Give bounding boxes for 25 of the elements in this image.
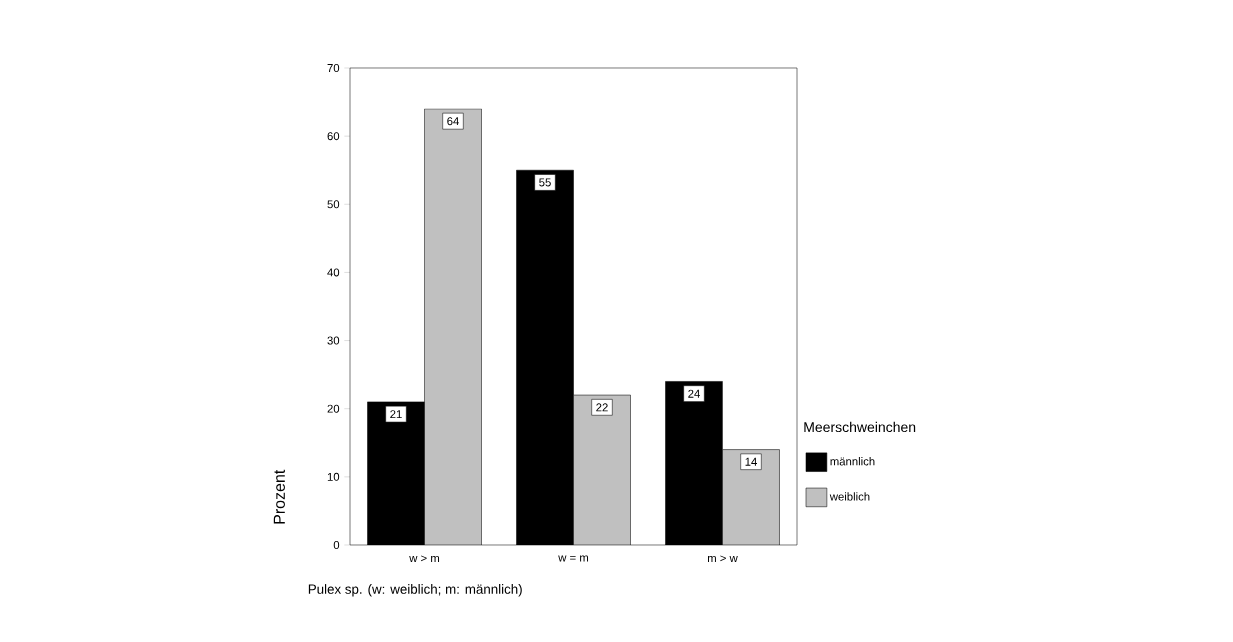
data-label: 64: [447, 117, 459, 126]
legend-label: weiblich: [829, 492, 870, 501]
y-tick-label: 70: [327, 63, 340, 72]
y-tick-label: 40: [327, 268, 340, 277]
data-label: 14: [745, 457, 757, 466]
y-tick-label: 0: [333, 540, 340, 549]
data-label: 21: [390, 410, 402, 419]
data-label: 55: [539, 178, 551, 187]
y-tick-label: 20: [327, 404, 340, 413]
x-tick-label: w = m: [558, 555, 589, 562]
y-axis-title: Prozent: [273, 469, 285, 524]
data-label: 24: [688, 389, 700, 398]
legend-title: Meerschweinchen: [804, 421, 916, 433]
x-axis-title: Pulex sp. (w: weiblich; m: männlich): [308, 584, 522, 597]
y-tick-label: 10: [327, 472, 340, 481]
bar: [573, 394, 631, 545]
y-tick-label: 30: [327, 336, 340, 345]
bar: [424, 108, 482, 545]
data-label: 22: [596, 403, 608, 412]
legend-label: männlich: [830, 457, 875, 466]
x-tick-label: w > m: [409, 555, 440, 562]
bar: [722, 449, 780, 545]
y-tick-label: 50: [327, 200, 340, 209]
x-tick-label: m > w: [707, 555, 738, 562]
y-tick-label: 60: [327, 132, 340, 141]
